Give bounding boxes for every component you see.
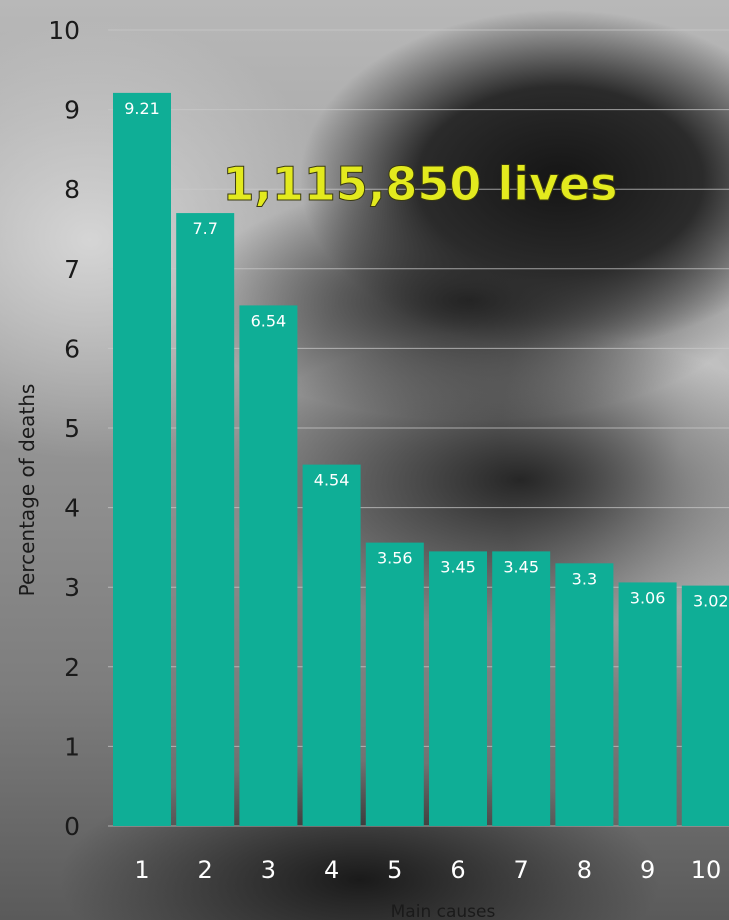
bar bbox=[492, 551, 551, 826]
bar-value-label: 3.02 bbox=[693, 592, 729, 611]
bar bbox=[113, 92, 171, 826]
bar bbox=[429, 551, 487, 826]
bar bbox=[176, 213, 235, 826]
x-tick-label: 9 bbox=[640, 856, 655, 884]
y-tick-label: 0 bbox=[64, 812, 80, 841]
x-tick-label: 1 bbox=[134, 856, 149, 884]
x-tick-label: 10 bbox=[691, 856, 722, 884]
bar-value-label: 3.45 bbox=[503, 557, 539, 576]
bar bbox=[302, 464, 361, 826]
x-tick-label: 2 bbox=[198, 856, 213, 884]
bar-value-label: 4.54 bbox=[314, 471, 350, 490]
bar-value-label: 3.56 bbox=[377, 549, 413, 568]
bar-value-label: 7.7 bbox=[192, 219, 217, 238]
y-axis-label: Percentage of deaths bbox=[15, 384, 39, 597]
y-tick-labels: 0 1 2 3 4 5 6 7 8 9 10 bbox=[48, 16, 80, 841]
bar-value-label: 3.45 bbox=[440, 557, 476, 576]
y-tick-label: 2 bbox=[64, 653, 80, 682]
bar bbox=[681, 585, 729, 826]
y-tick-label: 1 bbox=[64, 732, 80, 761]
y-tick-label: 9 bbox=[64, 96, 80, 125]
bar-value-label: 3.06 bbox=[630, 588, 666, 607]
x-axis-label: Main causes bbox=[391, 902, 496, 920]
y-tick-label: 8 bbox=[64, 175, 80, 204]
bar bbox=[618, 582, 677, 826]
bars: 9.21 7.7 6.54 4.54 3.56 3.45 3.45 3.3 3.06 3.02 bbox=[113, 92, 729, 826]
bar-value-label: 9.21 bbox=[124, 99, 160, 118]
bar bbox=[555, 563, 614, 826]
annotation-text: 1,115,850 lives bbox=[222, 157, 617, 211]
bar-value-label: 3.3 bbox=[572, 569, 597, 588]
y-tick-label: 6 bbox=[64, 334, 80, 363]
y-tick-label: 5 bbox=[64, 414, 80, 443]
y-tick-label: 3 bbox=[64, 573, 80, 602]
bar bbox=[365, 542, 424, 826]
x-tick-label: 6 bbox=[450, 856, 465, 884]
x-tick-labels: 1 2 3 4 5 6 7 8 9 10 bbox=[134, 856, 721, 884]
bar-value-label: 6.54 bbox=[251, 311, 287, 330]
bar bbox=[239, 305, 298, 826]
y-tick-label: 4 bbox=[64, 494, 80, 523]
x-tick-label: 7 bbox=[514, 856, 529, 884]
x-tick-label: 3 bbox=[261, 856, 276, 884]
x-tick-label: 4 bbox=[324, 856, 339, 884]
x-tick-label: 8 bbox=[577, 856, 592, 884]
y-tick-label: 10 bbox=[48, 16, 80, 45]
y-tick-label: 7 bbox=[64, 255, 80, 284]
x-tick-label: 5 bbox=[387, 856, 402, 884]
